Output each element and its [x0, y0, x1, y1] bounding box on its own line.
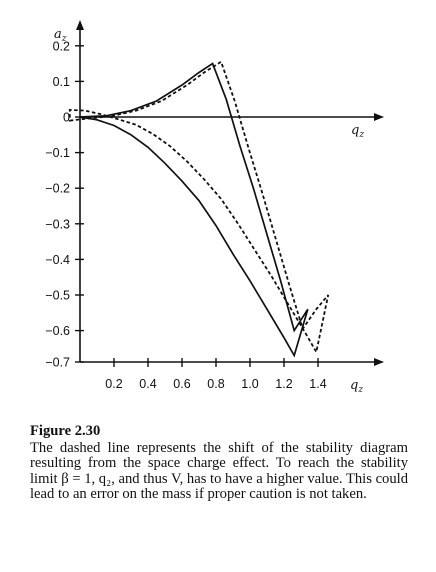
y-tick-label: −0.7: [45, 356, 70, 370]
x-tick-label: 1.2: [275, 377, 292, 391]
y-tick-label: 0.2: [53, 39, 70, 53]
solid-stability-curve: [79, 62, 309, 358]
y-axis-arrow: [76, 20, 84, 30]
y-tick-label: −0.1: [45, 146, 70, 160]
zero-axis-arrow: [374, 113, 384, 121]
x-axis-label-zero-line: qz: [351, 123, 364, 140]
x-axis-label-bottom: qz: [350, 378, 363, 395]
chart-plot: 0.2 0.1 0 −0.1 −0.2 −0.3 −0.4 −0.5 −0.6 −0.7 0.2 0.…: [45, 20, 384, 395]
y-tick-label: −0.2: [45, 182, 70, 196]
dashed-stability-curve: [68, 60, 330, 355]
x-tick-label: 1.0: [241, 377, 258, 391]
caption-title: Figure 2.30: [30, 423, 101, 439]
y-tick-label: −0.3: [45, 217, 70, 231]
tick-labels: 0.2 0.1 0 −0.1 −0.2 −0.3 −0.4 −0.5 −0.6 −0.7 0.2 0.…: [45, 27, 364, 395]
x-tick-label: 1.4: [309, 377, 326, 391]
y-axis-label: az: [54, 27, 67, 44]
y-tick-label: 0.1: [53, 75, 70, 89]
series-layer: [68, 60, 330, 358]
x-tick-label: 0.6: [173, 377, 190, 391]
x-tick-label: 0.4: [139, 377, 156, 391]
y-tick-label: −0.4: [45, 253, 70, 267]
y-tick-label: −0.6: [45, 324, 70, 338]
x-axis-arrow: [374, 358, 384, 366]
y-tick-label: 0: [63, 111, 70, 125]
y-tick-label: −0.5: [45, 289, 70, 303]
x-tick-label: 0.8: [207, 377, 224, 391]
caption-body: The dashed line represents the shift of …: [30, 439, 408, 503]
x-tick-label: 0.2: [105, 377, 122, 391]
figure-caption: Figure 2.30 The dashed line represents t…: [30, 423, 408, 503]
axes: [75, 20, 384, 367]
